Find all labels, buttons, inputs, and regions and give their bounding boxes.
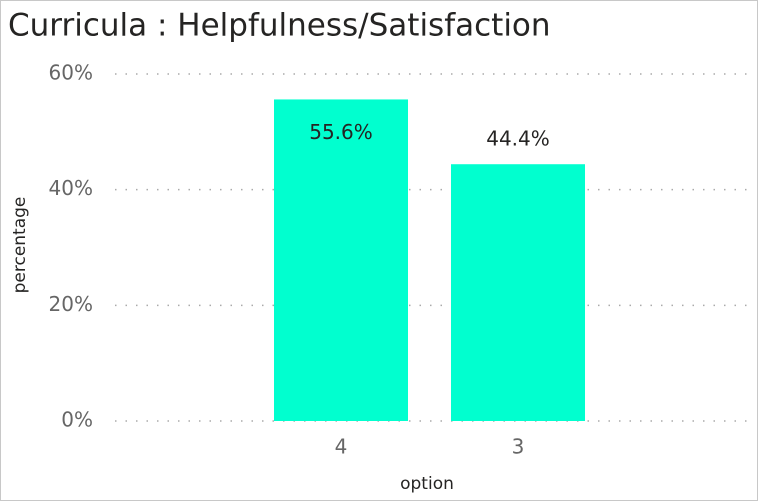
y-tick-label: 0%: [61, 408, 93, 432]
bar: [451, 164, 585, 421]
x-tick-label: 3: [512, 435, 525, 459]
data-label: 55.6%: [309, 120, 373, 144]
x-axis-label: option: [400, 474, 454, 494]
y-axis-label: percentage: [10, 197, 30, 294]
data-label: 44.4%: [486, 127, 550, 151]
chart-title: Curricula : Helpfulness/Satisfaction: [8, 8, 551, 44]
y-tick-label: 60%: [49, 61, 93, 85]
y-tick-label: 20%: [49, 292, 93, 316]
bar: [274, 99, 408, 422]
x-tick-label: 4: [335, 435, 348, 459]
y-tick-label: 40%: [49, 176, 93, 200]
